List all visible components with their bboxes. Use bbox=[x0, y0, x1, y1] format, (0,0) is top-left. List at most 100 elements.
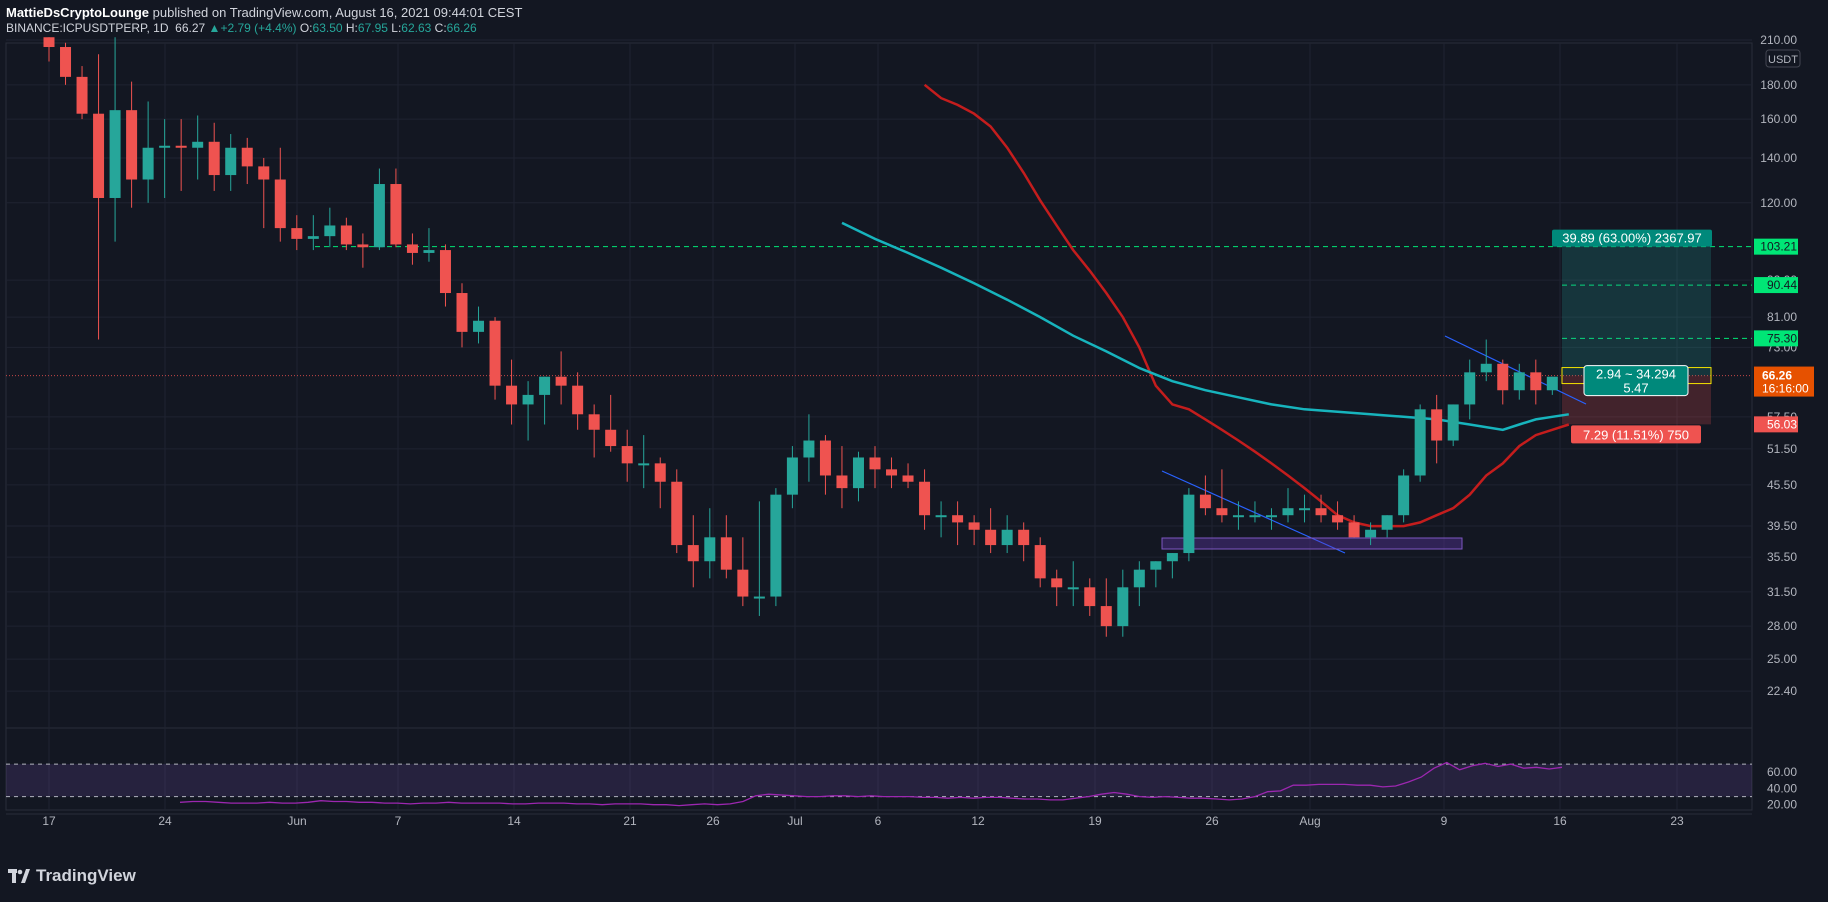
high-label: H: bbox=[345, 21, 358, 35]
published-text: published on TradingView.com, August 16,… bbox=[152, 5, 523, 20]
profit-zone bbox=[1562, 246, 1711, 376]
candle-body bbox=[720, 537, 732, 570]
candle-body bbox=[1315, 508, 1327, 516]
candle-body bbox=[522, 394, 534, 405]
candles bbox=[43, 37, 1558, 637]
price-tick-label: 25.00 bbox=[1767, 652, 1797, 666]
last-price-tag bbox=[1754, 366, 1814, 397]
plot-frame bbox=[5, 42, 1753, 811]
rsi-tick-label: 20.00 bbox=[1767, 798, 1797, 812]
close-label: C: bbox=[434, 21, 447, 35]
candle-body bbox=[605, 429, 617, 447]
price-tick-label: 51.50 bbox=[1767, 442, 1797, 456]
candle-body bbox=[126, 110, 138, 180]
author-name[interactable]: MattieDsCryptoLounge bbox=[6, 5, 149, 20]
candle-body bbox=[390, 184, 402, 245]
tradingview-logo-icon bbox=[8, 869, 30, 883]
candle-body bbox=[1497, 363, 1509, 391]
candle-body bbox=[208, 141, 220, 176]
target-label-box bbox=[1552, 229, 1712, 247]
candle-body bbox=[456, 293, 468, 332]
level-price-tag bbox=[1754, 238, 1798, 255]
candle-body bbox=[43, 37, 55, 48]
candle-body bbox=[1365, 529, 1377, 538]
candle-body bbox=[588, 414, 600, 430]
horizontal-levels bbox=[6, 246, 1752, 377]
candle-body bbox=[952, 515, 964, 523]
level-price-tag bbox=[1754, 277, 1798, 294]
stop-price-label: 56.03 bbox=[1767, 417, 1797, 431]
candle-body bbox=[687, 545, 699, 562]
currency-badge bbox=[1765, 49, 1801, 68]
open-label: O: bbox=[299, 21, 313, 35]
candle-body bbox=[770, 494, 782, 597]
moving-averages bbox=[841, 83, 1570, 528]
candle-body bbox=[307, 236, 319, 239]
red-moving-average bbox=[923, 83, 1570, 528]
stop-label-box bbox=[1571, 425, 1701, 444]
candle-body bbox=[60, 47, 72, 77]
axis-price-labels: 103.21 90.44 75.30 39.89 (63.00%) 2367.97 2.… bbox=[1552, 229, 1814, 444]
brand-text: TradingView bbox=[36, 866, 136, 885]
change-value: +2.79 (+4.4%) bbox=[220, 21, 297, 35]
candle-body bbox=[423, 250, 435, 253]
candle-body bbox=[985, 529, 997, 546]
axes: 210.00180.00160.00140.00120.0092.0081.00… bbox=[6, 33, 1801, 828]
center-label-1: 2.94 ~ 34.294 bbox=[1596, 367, 1676, 382]
candle-body bbox=[93, 113, 105, 198]
long-position-tool[interactable] bbox=[1561, 246, 1712, 425]
candle-body bbox=[1381, 515, 1393, 530]
candle-body bbox=[1530, 372, 1542, 391]
target-label: 39.89 (63.00%) 2367.97 bbox=[1562, 231, 1702, 246]
candle-body bbox=[1067, 587, 1079, 590]
open-value: 63.50 bbox=[312, 21, 343, 35]
stop-price-tag bbox=[1754, 416, 1798, 433]
candle-body bbox=[1150, 561, 1162, 570]
candle-body bbox=[241, 147, 253, 167]
candle-body bbox=[175, 145, 187, 148]
symbol-text[interactable]: BINANCE:ICPUSDTPERP, 1D bbox=[6, 21, 169, 35]
candle-body bbox=[1183, 494, 1195, 554]
candle-body bbox=[704, 537, 716, 562]
currency-label: USDT bbox=[1768, 54, 1798, 66]
candle-body bbox=[1166, 553, 1178, 562]
tradingview-logo[interactable]: TradingView bbox=[8, 866, 136, 886]
level-price-label: 90.44 bbox=[1767, 278, 1797, 292]
candle-body bbox=[1414, 409, 1426, 476]
candle-body bbox=[1282, 508, 1294, 516]
candle-body bbox=[159, 145, 171, 148]
last-price-label: 66.26 bbox=[1762, 369, 1792, 383]
candle-body bbox=[803, 440, 815, 458]
price-tick-label: 180.00 bbox=[1760, 78, 1797, 92]
downtrend-line-1 bbox=[1161, 470, 1346, 554]
candle-body bbox=[919, 481, 931, 516]
time-tick-label: 23 bbox=[1670, 814, 1684, 828]
accumulation-box bbox=[1161, 537, 1463, 550]
candle-body bbox=[258, 166, 270, 180]
time-tick-label: 9 bbox=[1441, 814, 1448, 828]
candle-body bbox=[935, 515, 947, 518]
candle-body bbox=[1332, 515, 1344, 523]
price-tick-label: 35.50 bbox=[1767, 550, 1797, 564]
candle-body bbox=[671, 481, 683, 546]
price-tick-label: 140.00 bbox=[1760, 151, 1797, 165]
level-price-label: 75.30 bbox=[1767, 331, 1797, 345]
candle-body bbox=[1216, 508, 1228, 516]
time-tick-label: 26 bbox=[1205, 814, 1219, 828]
candle-body bbox=[572, 385, 584, 415]
candle-body bbox=[1001, 529, 1013, 546]
candle-body bbox=[638, 463, 650, 466]
time-tick-label: 14 bbox=[507, 814, 521, 828]
candle-body bbox=[1546, 376, 1558, 391]
candle-body bbox=[506, 385, 518, 405]
candle-body bbox=[786, 457, 798, 495]
candle-body bbox=[76, 76, 88, 114]
time-tick-label: 12 bbox=[971, 814, 985, 828]
symbol-line: BINANCE:ICPUSDTPERP, 1D 66.27 ▲+2.79 (+4… bbox=[6, 21, 477, 35]
level-price-tag bbox=[1754, 330, 1798, 347]
time-tick-label: 17 bbox=[42, 814, 56, 828]
last-price: 66.27 bbox=[175, 21, 206, 35]
candle-body bbox=[1018, 529, 1030, 546]
